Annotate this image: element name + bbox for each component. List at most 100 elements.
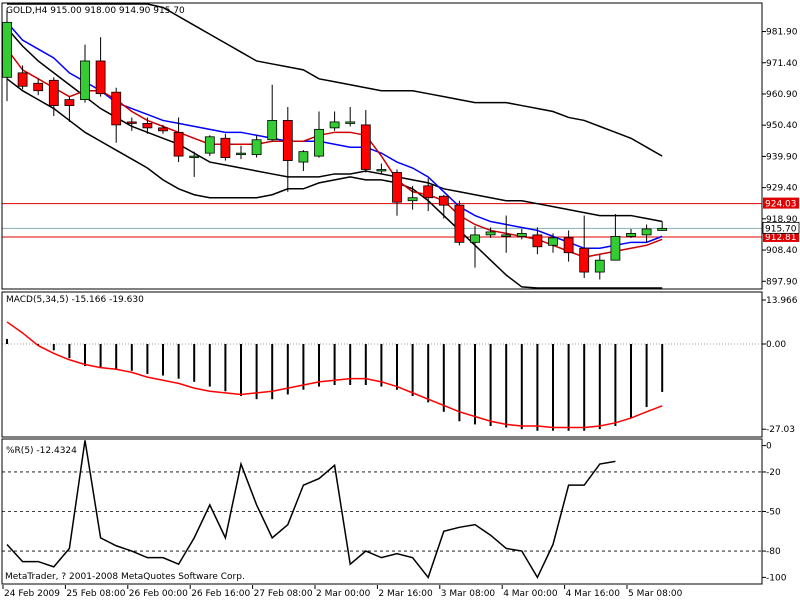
bear-candle-body [64,99,75,106]
bull-candle-body [548,237,558,246]
current-price-label: 915.70 [765,224,797,234]
candle [236,145,246,160]
bear-candle-body [579,247,590,273]
bull-candle-body [345,121,356,124]
time-tick-label: 5 Mar 08:00 [628,589,683,599]
bear-candle-body [532,234,543,248]
price-tick-label: 908.40 [766,246,798,256]
lower-band-line [6,78,663,289]
candle [626,228,636,238]
price-tick-label: 929.40 [766,184,798,194]
candle [454,200,465,246]
current-price-tag [762,221,800,234]
time-tick-label: 26 Feb 16:00 [191,589,250,599]
price-tick-label: 918.90 [766,215,798,225]
candle [501,215,512,253]
candle [48,77,59,116]
bull-candle-body [298,151,309,163]
candle [376,163,387,174]
candle [298,150,309,171]
macd-signal-line [6,321,663,429]
wpr-tick-label: 0 [766,442,772,452]
time-tick-label: 2 Mar 16:00 [378,589,433,599]
bull-candle-body [376,169,387,172]
price-tick-label: 981.90 [766,28,798,38]
candle [33,78,44,96]
williams-r-panel[interactable]: 0 -20 -50 -80 -100 [2,440,787,583]
wpr-tick-label: -80 [766,547,781,557]
price-tick-label: 950.40 [766,121,798,131]
candle [142,117,153,134]
candle [360,110,371,173]
bull-candle-body [470,234,480,243]
bull-candle-body [329,121,340,129]
candle [423,178,434,212]
bull-candle-body [314,128,324,157]
time-tick-label: 25 Feb 08:00 [66,589,125,599]
bear-candle-body [220,137,231,158]
bull-candle-body [204,136,215,154]
candle [158,124,168,134]
bull-candle-body [485,231,496,236]
candle [329,111,340,131]
candle [345,107,356,127]
bull-candle-body [251,139,262,156]
candle [111,87,122,143]
bear-candle-body [48,79,59,106]
bear-candle-body [17,72,28,87]
bear-candle-body [360,124,371,170]
candle [532,227,543,255]
bull-candle-body [516,233,527,237]
macd-tick-label: 0.00 [766,340,786,350]
bear-candle-body [33,82,44,92]
macd-tick-label: 13.966 [766,296,798,306]
bear-candle-body [282,120,293,161]
macd-panel[interactable]: 13.966 0.00 -27.03 [2,296,798,435]
bear-candle-body [454,204,465,243]
time-tick-label: 4 Mar 00:00 [503,589,558,599]
candle [314,111,324,158]
candle [563,230,574,262]
candle [485,227,496,238]
candle [516,228,527,240]
bear-candle-body [563,237,574,254]
panel-frame-1 [1,291,763,438]
bull-candle-body [501,234,512,237]
candle [407,185,418,210]
wpr-tick-label: -20 [766,468,781,478]
candle [610,214,621,261]
williams-r-panel-title: %R(5) -12.4324 [6,446,77,456]
williams-r-line [6,440,616,580]
candle [282,107,293,192]
upper-band-line [7,3,663,157]
bear-candle-body [423,185,434,199]
time-tick-label: 2 Mar 00:00 [316,589,371,599]
bull-candle-body [594,259,605,273]
candle [126,117,137,131]
candle [17,65,28,90]
candle [251,135,262,158]
bull-candle-body [610,235,621,261]
copyright-text: MetaTrader, ? 2001-2008 MetaQuotes Softw… [5,572,245,582]
price-panel-title: GOLD,H4 915.00 918.00 914.90 915.70 [6,6,185,16]
bull-candle-body [189,155,200,159]
candle [80,44,90,103]
time-tick-label: 4 Mar 16:00 [566,589,621,599]
bull-candle-body [267,120,278,141]
price-tick-label: 939.90 [766,152,798,162]
candle [657,221,668,231]
bull-candle-body [407,197,418,202]
candle [189,151,200,177]
time-tick-label: 24 Feb 2009 [4,589,60,599]
panel-frame-2 [1,438,763,585]
bull-candle-body [236,152,246,156]
time-tick-label: 26 Feb 00:00 [129,589,188,599]
candle [438,194,449,219]
bear-candle-body [438,195,449,206]
bull-candle-body [80,60,90,101]
bear-candle-body [158,127,168,132]
wpr-tick-label: -50 [766,508,781,518]
price-tick-label: 971.40 [766,59,798,69]
